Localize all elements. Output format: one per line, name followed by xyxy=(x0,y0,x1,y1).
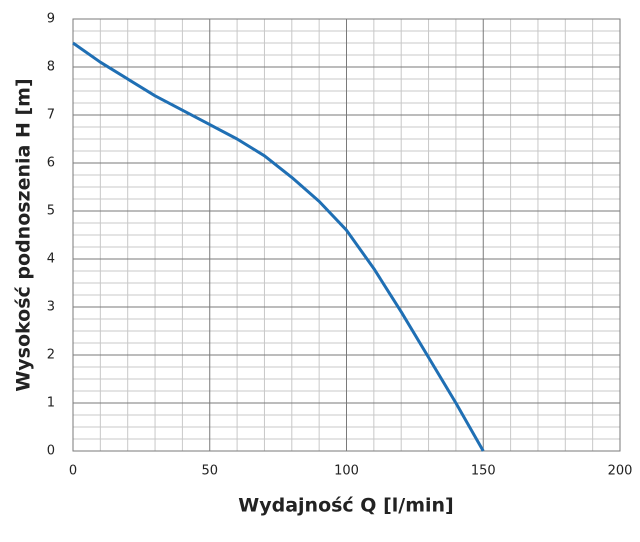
y-tick-label: 1 xyxy=(47,396,55,411)
x-tick-label: 50 xyxy=(201,464,218,479)
curve xyxy=(72,41,485,452)
y-tick-label: 4 xyxy=(47,252,55,267)
x-axis-title: Wydajność Q [l/min] xyxy=(238,495,453,517)
y-axis-title: Wysokość podnoszenia H [m] xyxy=(13,78,35,391)
y-tick-label: 5 xyxy=(47,204,55,219)
x-tick-label: 200 xyxy=(608,464,633,479)
x-tick-label: 150 xyxy=(471,464,496,479)
y-tick-label: 9 xyxy=(47,12,55,27)
x-tick-label: 100 xyxy=(334,464,359,479)
y-tick-label: 3 xyxy=(47,300,55,315)
y-tick-label: 7 xyxy=(47,108,55,123)
y-tick-label: 2 xyxy=(47,348,55,363)
y-tick-label: 0 xyxy=(47,444,55,459)
x-tick-label: 0 xyxy=(69,464,77,479)
y-tick-label: 6 xyxy=(47,156,55,171)
y-tick-label: 8 xyxy=(47,60,55,75)
plot-border xyxy=(72,18,621,452)
